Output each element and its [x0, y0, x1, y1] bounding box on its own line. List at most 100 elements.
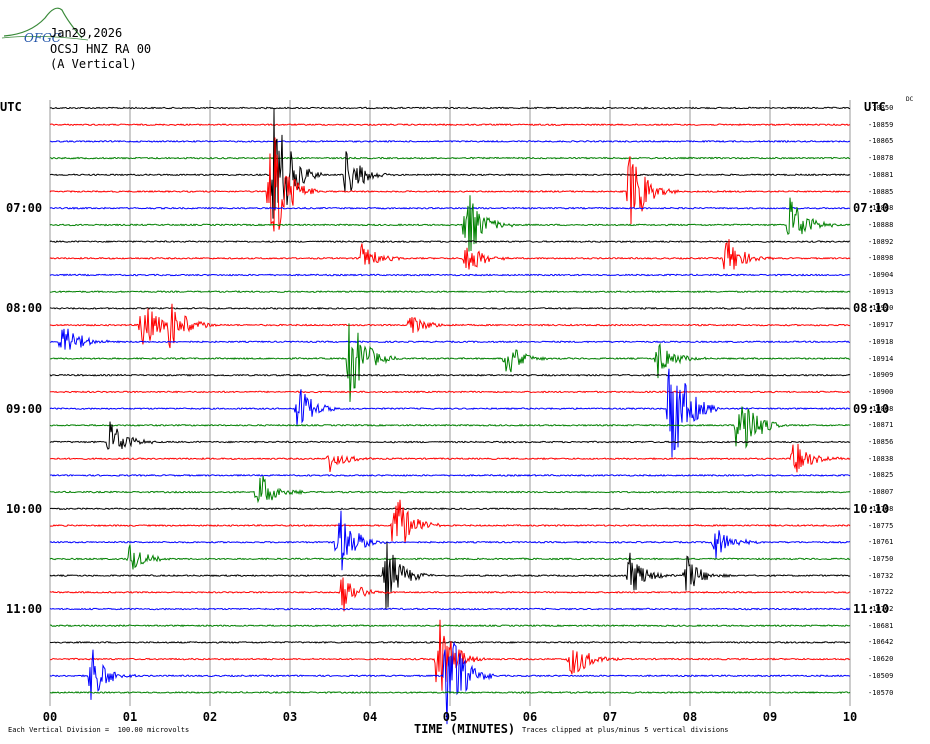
dc-offset-label: -10850 — [868, 104, 894, 112]
dc-offset-label: -10775 — [868, 521, 894, 530]
x-tick-label: 05 — [442, 710, 458, 724]
trace-20 — [49, 421, 851, 450]
trace-5 — [49, 137, 851, 232]
trace-22 — [49, 473, 851, 477]
trace-28 — [49, 542, 851, 610]
trace-18 — [49, 368, 851, 458]
seismic-traces — [49, 106, 851, 725]
trace-25 — [49, 499, 851, 543]
clipping-note: Traces clipped at plus/minus 5 vertical … — [522, 726, 729, 734]
x-tick-label: 03 — [282, 710, 298, 724]
trace-9 — [49, 239, 851, 270]
left-time-label: 07:00 — [6, 201, 43, 216]
trace-8 — [49, 240, 851, 244]
trace-7 — [49, 195, 851, 252]
trace-24 — [49, 507, 851, 511]
dc-offset-label: -10732 — [868, 571, 894, 580]
dc-offset-label: -10885 — [868, 187, 894, 196]
dc-offset-label: -10620 — [868, 655, 894, 664]
x-tick-label: 09 — [762, 710, 778, 724]
dc-offset-label: -10859 — [868, 120, 894, 129]
trace-34 — [49, 641, 851, 725]
trace-26 — [49, 510, 851, 571]
x-tick-label: 02 — [202, 710, 218, 724]
trace-17 — [49, 390, 851, 394]
trace-12 — [49, 306, 851, 310]
dc-offset-label: -10888 — [868, 220, 894, 229]
right-time-label: 07:10 — [853, 201, 890, 216]
dc-offset-label: -10871 — [868, 421, 894, 430]
dc-offset-label: -10881 — [868, 170, 894, 179]
trace-30 — [49, 607, 851, 611]
left-time-label: 11:00 — [6, 602, 43, 616]
trace-0 — [49, 106, 851, 110]
header-station: OCSJ HNZ RA 00 — [50, 42, 152, 56]
dc-offset-label: -10825 — [868, 471, 894, 480]
x-tick-label: 08 — [682, 710, 698, 724]
dc-offset-label: -10865 — [868, 137, 894, 146]
trace-6 — [49, 206, 851, 210]
dc-offset-label: -10898 — [868, 254, 894, 263]
dc-offset-label: -10917 — [868, 321, 894, 330]
dc-offset-label: -10888 — [868, 204, 894, 213]
x-tick-label: 06 — [522, 710, 538, 724]
dc-offset-label: -10750 — [868, 554, 894, 563]
trace-10 — [49, 273, 851, 277]
dc-offset-label: -10904 — [868, 271, 894, 279]
dc-offset-label: -10642 — [868, 638, 894, 647]
dc-label: DC — [906, 96, 914, 103]
trace-4 — [49, 108, 851, 219]
header-date: Jan29,2026 — [50, 26, 123, 40]
x-axis-label: TIME (MINUTES) — [414, 722, 516, 736]
dc-offset-label: -10722 — [868, 588, 894, 597]
trace-15 — [49, 323, 851, 402]
right-time-label: 08:10 — [853, 301, 890, 316]
trace-16 — [49, 373, 851, 377]
left-time-label: 09:00 — [6, 401, 43, 416]
dc-offset-label: -10856 — [868, 438, 894, 446]
logo-text: OFGC — [24, 31, 61, 45]
dc-offset-label: -10807 — [868, 488, 894, 497]
trace-2 — [49, 139, 851, 143]
trace-31 — [49, 624, 850, 628]
utc-label-right: UTC — [864, 100, 886, 114]
trace-21 — [49, 443, 851, 473]
trace-11 — [49, 290, 851, 294]
x-tick-label: 07 — [602, 710, 618, 724]
dc-offset-label: -10509 — [868, 671, 894, 680]
trace-19 — [49, 406, 851, 449]
dc-offset-label: -10570 — [868, 688, 894, 697]
dc-offset-label: -10888 — [868, 404, 894, 413]
x-tick-label: 01 — [122, 710, 138, 724]
trace-14 — [49, 328, 851, 350]
dc-offset-label: -10681 — [868, 621, 894, 630]
dc-offset-label: -10914 — [868, 354, 894, 363]
dc-offset-label: -10788 — [868, 504, 894, 513]
x-tick-label: 10 — [842, 710, 858, 724]
x-tick-label: 00 — [42, 710, 58, 724]
dc-offset-label: -10900 — [868, 387, 894, 396]
right-time-label: 10:10 — [853, 501, 890, 516]
time-grid — [49, 100, 851, 706]
dc-offset-label: -10878 — [868, 154, 894, 163]
left-time-label: 10:00 — [6, 501, 43, 516]
dc-offset-label: -10892 — [868, 237, 894, 246]
trace-1 — [49, 123, 851, 127]
trace-3 — [49, 156, 851, 160]
trace-27 — [49, 544, 851, 570]
trace-23 — [49, 475, 851, 504]
trace-13 — [49, 303, 851, 349]
vertical-division-note: Each Vertical Division = 100.00 microvol… — [8, 726, 190, 734]
dc-offset-label: -10838 — [868, 454, 894, 463]
trace-29 — [49, 577, 851, 612]
dc-offset-label: -10702 — [868, 605, 894, 613]
left-time-label: 08:00 — [6, 301, 43, 316]
trace-33 — [49, 619, 851, 691]
right-time-label: 09:10 — [853, 401, 890, 416]
dc-offset-label: -10909 — [868, 371, 894, 380]
dc-offset-label: -10920 — [868, 304, 894, 313]
right-time-label: 11:10 — [853, 602, 890, 616]
dc-offset-label: -10918 — [868, 337, 894, 346]
x-tick-label: 04 — [362, 710, 378, 724]
